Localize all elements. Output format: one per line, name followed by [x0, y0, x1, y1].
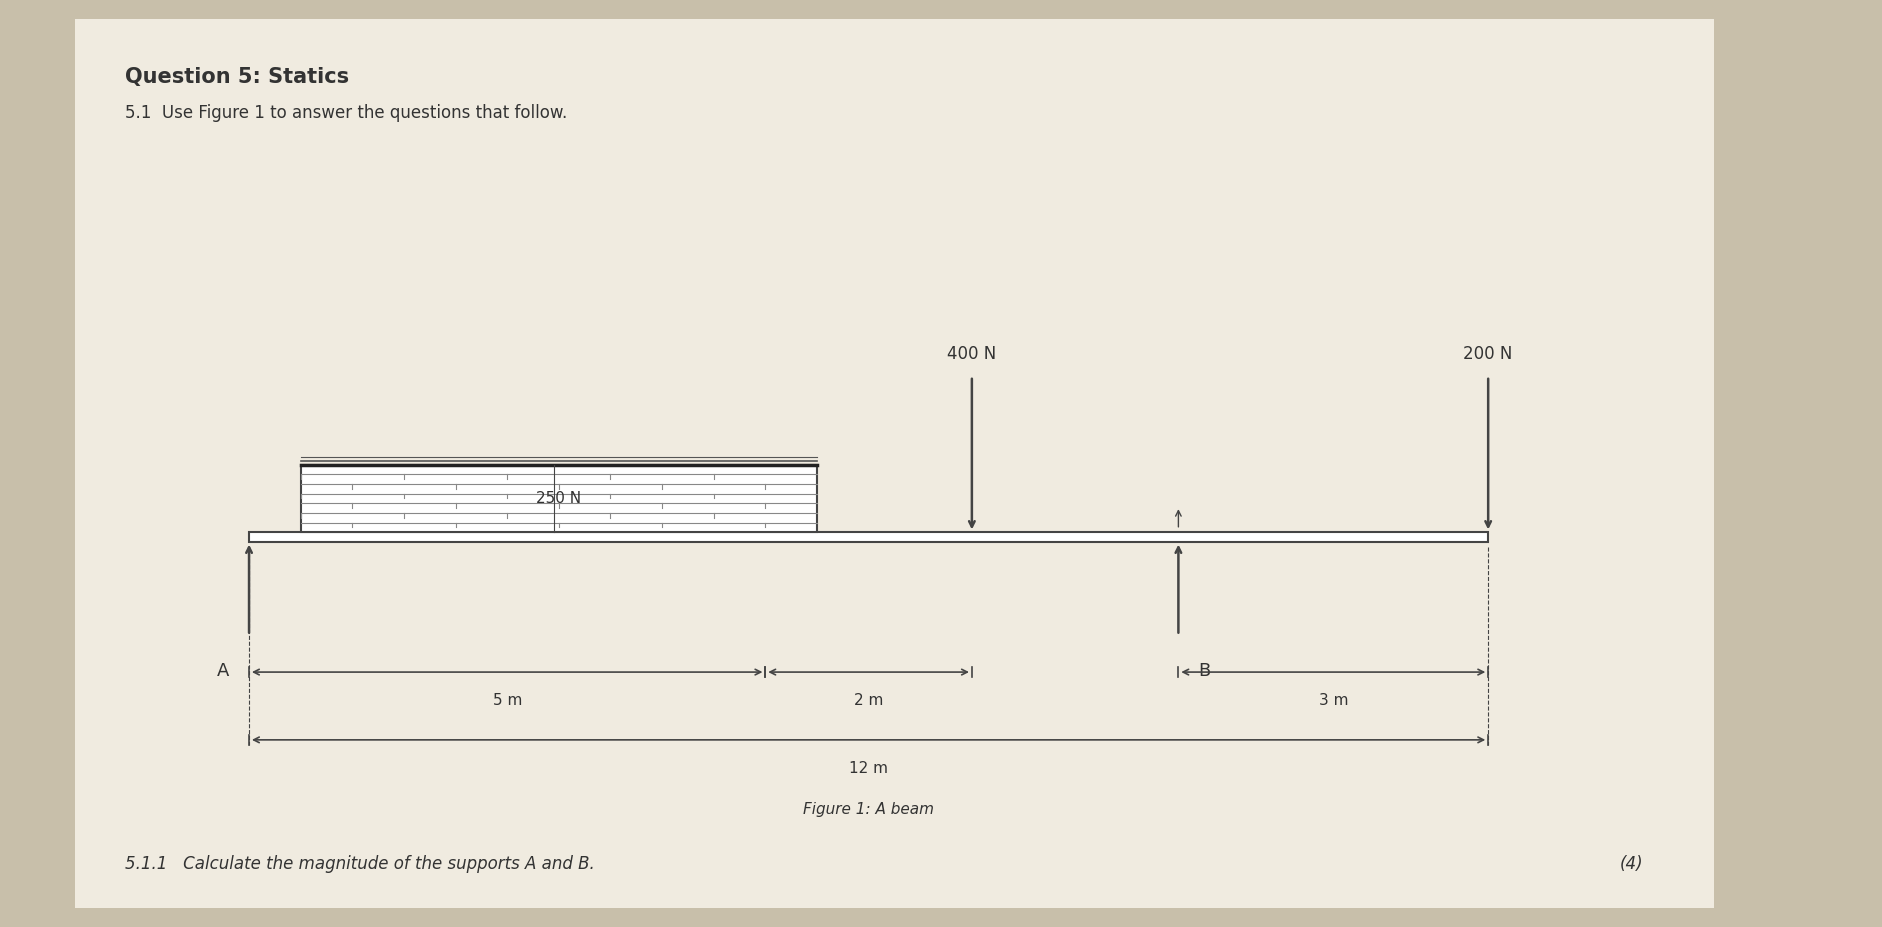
Text: 250 N: 250 N [536, 491, 582, 506]
Text: 200 N: 200 N [1462, 345, 1511, 362]
Text: (4): (4) [1619, 855, 1643, 872]
Bar [301, 464, 817, 532]
Text: 5 m: 5 m [493, 692, 521, 708]
Text: A: A [216, 662, 230, 679]
Text: 5.1  Use Figure 1 to answer the questions that follow.: 5.1 Use Figure 1 to answer the questions… [124, 104, 566, 121]
Text: Question 5: Statics: Question 5: Statics [124, 68, 348, 87]
Text: 3 m: 3 m [1317, 692, 1348, 708]
Bar [248, 532, 1487, 541]
Text: 5.1.1   Calculate the magnitude of the supports A and B.: 5.1.1 Calculate the magnitude of the sup… [124, 855, 595, 872]
Text: 2 m: 2 m [853, 692, 883, 708]
Text: 12 m: 12 m [849, 761, 888, 776]
Text: 400 N: 400 N [947, 345, 996, 362]
Text: Figure 1: A beam: Figure 1: A beam [804, 803, 933, 818]
Text: B: B [1197, 662, 1210, 679]
